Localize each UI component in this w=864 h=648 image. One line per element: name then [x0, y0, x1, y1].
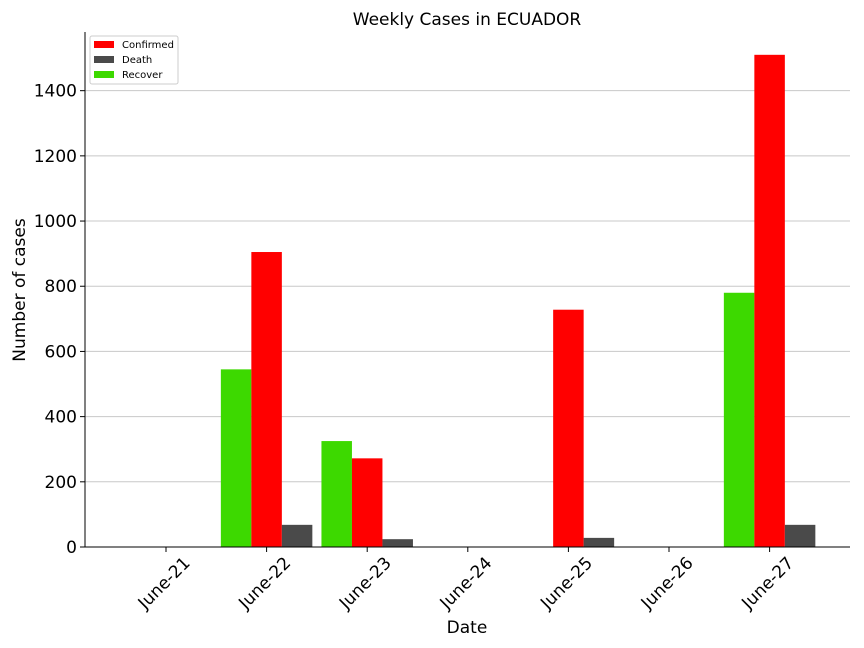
bar-recover — [723, 292, 755, 547]
gridlines — [85, 90, 850, 483]
y-axis-label: Number of cases — [10, 218, 30, 362]
legend-label-death: Death — [122, 55, 152, 66]
bar-confirmed — [251, 252, 282, 548]
y-tick-label: 600 — [45, 342, 77, 362]
bar-recover — [321, 441, 352, 547]
bar-death — [784, 524, 816, 547]
y-tick-label: 1400 — [34, 82, 77, 102]
y-tick-label: 1200 — [34, 147, 77, 167]
bar-confirmed — [754, 54, 785, 547]
y-tick-label: 400 — [45, 408, 77, 428]
legend-swatch-death — [94, 56, 114, 63]
bar-death — [281, 524, 313, 547]
bar-death — [382, 539, 413, 547]
legend-swatch-recover — [94, 71, 114, 78]
x-tick-label: June-21 — [134, 553, 195, 614]
bar-death — [583, 537, 615, 547]
y-tick-label: 200 — [45, 473, 77, 493]
bar-recover — [220, 369, 252, 547]
x-tick-label: June-26 — [637, 553, 698, 614]
x-axis-label: Date — [447, 618, 488, 638]
x-tick-label: June-22 — [234, 553, 295, 614]
bars — [220, 54, 816, 548]
y-ticks: 0 200 400 600 800 1000 1200 1400 — [34, 82, 85, 558]
legend-swatch-confirmed — [94, 41, 114, 48]
legend-label-confirmed: Confirmed — [122, 40, 174, 51]
bar-confirmed — [351, 458, 383, 547]
legend: Confirmed Death Recover — [89, 35, 179, 85]
y-tick-label: 0 — [66, 538, 77, 558]
chart-title: Weekly Cases in ECUADOR — [353, 10, 582, 30]
bar-confirmed — [553, 309, 584, 547]
legend-label-recover: Recover — [122, 70, 163, 81]
x-tick-label: June-27 — [737, 553, 798, 614]
x-tick-label: June-24 — [436, 553, 497, 614]
y-tick-label: 1000 — [34, 212, 77, 232]
x-tick-label: June-23 — [335, 553, 396, 614]
x-tick-label: June-25 — [536, 553, 597, 614]
x-ticks: June-21 June-22 June-23 June-24 June-25 June-… — [134, 547, 798, 614]
y-tick-label: 800 — [45, 277, 77, 297]
